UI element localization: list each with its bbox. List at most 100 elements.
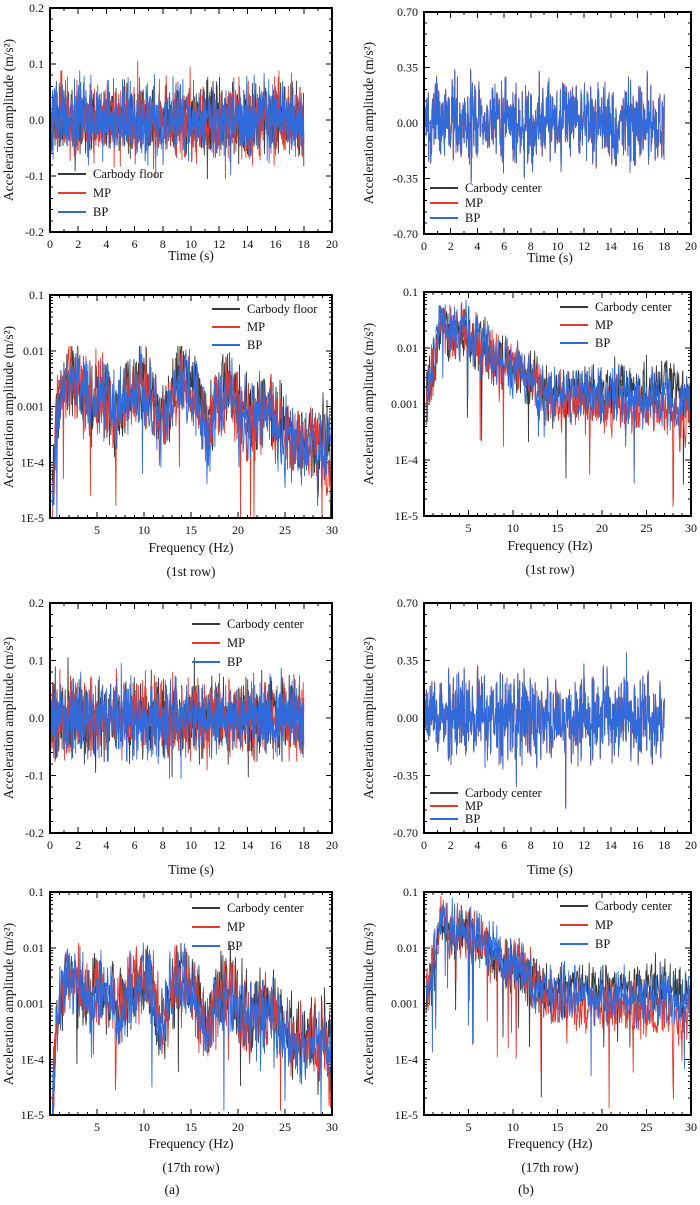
- plot-frame: [49, 891, 333, 1116]
- svg-text:6: 6: [132, 838, 138, 852]
- legend: Carbody floor MP BP: [58, 164, 163, 221]
- legend-line-swatch: [560, 306, 588, 308]
- legend-item: Carbody center: [192, 898, 304, 917]
- svg-text:10: 10: [552, 239, 564, 253]
- svg-text:5: 5: [94, 523, 100, 537]
- tick-labels: 0 2 4 6 8 10 12 14 16 18 20 0.2 0.1 0.0 -0.1 -0.2: [25, 596, 338, 852]
- x-axis-label: Time (s): [527, 862, 573, 877]
- legend-label: BP: [227, 938, 243, 953]
- subplot-caption: (17th row): [521, 1160, 579, 1175]
- legend-label: MP: [595, 917, 614, 932]
- plot-frame: [49, 602, 333, 834]
- svg-text:0.2: 0.2: [29, 1, 44, 15]
- x-axis-label: Frequency (Hz): [507, 538, 593, 553]
- svg-text:30: 30: [685, 521, 697, 535]
- plot-canvas: 0 2 4 6 8 10 12 14 16 18 20 0.70 0.35 0.00 -0.35 -0.70: [393, 596, 697, 852]
- svg-text:10: 10: [138, 523, 150, 537]
- tick-labels: 5 10 15 20 25 30 0.1 0.01 0.001 1E-4 1E-5: [391, 885, 697, 1134]
- series-lines: [51, 345, 332, 518]
- svg-text:1E-5: 1E-5: [395, 509, 418, 523]
- svg-text:2: 2: [75, 838, 81, 852]
- legend-item: BP: [212, 336, 317, 354]
- series-lines: [51, 942, 332, 1115]
- legend-item: Carbody center: [430, 786, 542, 800]
- legend: Carbody center MP BP: [192, 898, 304, 955]
- svg-text:1E-4: 1E-4: [21, 1052, 44, 1066]
- chart-time-17th-row-left: Acceleration amplitude (m/s²) 0 2 4 6 8 10 12 1…: [0, 590, 350, 884]
- x-axis-label: Frequency (Hz): [148, 1136, 234, 1151]
- subplot-caption: (1st row): [525, 562, 575, 577]
- plot-frame: [423, 891, 692, 1116]
- tick-labels: 5 10 15 20 25 30 0.1 0.01 0.001 1E-4 1E-5: [17, 288, 338, 537]
- svg-text:25: 25: [641, 1120, 653, 1134]
- legend: Carbody center MP BP: [192, 614, 304, 671]
- svg-text:0: 0: [47, 237, 53, 251]
- legend-label: MP: [93, 185, 112, 200]
- svg-text:-0.2: -0.2: [25, 826, 44, 840]
- x-axis-label: Time (s): [168, 862, 214, 877]
- legend-line-swatch: [58, 191, 86, 194]
- svg-text:15: 15: [185, 1120, 197, 1134]
- legend-item: MP: [430, 799, 542, 813]
- legend-line-swatch: [430, 216, 458, 219]
- legend-item: BP: [58, 202, 163, 221]
- svg-text:10: 10: [185, 838, 197, 852]
- tick-labels: 0 2 4 6 8 10 12 14 16 18 20 0.70 0.35 0.00 -0.35 -0.70: [393, 596, 697, 852]
- legend-label: BP: [465, 210, 481, 225]
- tick-labels: 5 10 15 20 25 30 0.1 0.01 0.001 1E-4 1E-5: [17, 885, 338, 1134]
- svg-text:-0.2: -0.2: [25, 225, 44, 239]
- legend-item: MP: [212, 318, 317, 336]
- svg-text:30: 30: [326, 1120, 338, 1134]
- legend-label: BP: [595, 936, 611, 951]
- legend-line-swatch: [192, 641, 220, 644]
- series-lines: [424, 68, 665, 184]
- svg-text:15: 15: [552, 521, 564, 535]
- legend-line-swatch: [212, 326, 240, 328]
- series-lines: [424, 652, 665, 809]
- subplot-caption: (17th row): [162, 1160, 220, 1175]
- svg-text:-0.1: -0.1: [25, 769, 44, 783]
- series-lines: [425, 895, 691, 1109]
- legend-item: BP: [430, 210, 542, 225]
- svg-text:0.01: 0.01: [23, 344, 44, 358]
- svg-text:10: 10: [185, 237, 197, 251]
- svg-text:30: 30: [685, 1120, 697, 1134]
- svg-text:14: 14: [241, 237, 253, 251]
- svg-text:0.1: 0.1: [29, 288, 44, 302]
- svg-text:0: 0: [421, 838, 427, 852]
- svg-text:1E-4: 1E-4: [395, 453, 418, 467]
- legend-label: Carbody center: [227, 900, 304, 915]
- legend-label: Carbody floor: [93, 166, 164, 181]
- legend-label: Carbody floor: [247, 302, 318, 316]
- svg-text:2: 2: [448, 838, 454, 852]
- legend-item: MP: [192, 917, 304, 936]
- chart-time-1st-row-right: Acceleration amplitude (m/s²) 0 2 4 6 8 10 12 1…: [350, 0, 700, 276]
- svg-text:5: 5: [94, 1120, 100, 1134]
- svg-text:14: 14: [605, 239, 617, 253]
- plot-canvas: 5 10 15 20 25 30 0.1 0.01 0.001 1E-4 1E-5: [17, 885, 338, 1134]
- svg-text:0.1: 0.1: [403, 285, 418, 299]
- svg-text:20: 20: [326, 838, 338, 852]
- plot-frame: [49, 294, 333, 519]
- svg-text:0.70: 0.70: [397, 5, 418, 19]
- legend-item: BP: [430, 812, 542, 826]
- svg-text:0.01: 0.01: [23, 941, 44, 955]
- x-axis-label: Frequency (Hz): [507, 1136, 593, 1151]
- chart-spectrum-1st-row-right: Acceleration amplitude (m/s²) 5 10 15 20 25 3…: [350, 276, 700, 590]
- svg-text:4: 4: [474, 239, 480, 253]
- svg-text:1E-5: 1E-5: [395, 1108, 418, 1122]
- svg-text:0.1: 0.1: [29, 654, 44, 668]
- legend-item: BP: [560, 934, 672, 953]
- plot-canvas: 0 2 4 6 8 10 12 14 16 18 20 0.2 0.1 0.0 -0.1 -0.2: [25, 1, 338, 251]
- svg-text:8: 8: [160, 838, 166, 852]
- legend-label: Carbody center: [465, 180, 542, 195]
- svg-text:6: 6: [501, 838, 507, 852]
- svg-text:12: 12: [578, 838, 590, 852]
- svg-text:4: 4: [103, 237, 109, 251]
- legend-line-swatch: [192, 622, 220, 625]
- legend-item: Carbody center: [560, 896, 672, 915]
- svg-text:1E-5: 1E-5: [21, 511, 44, 525]
- svg-text:8: 8: [160, 237, 166, 251]
- svg-text:0.1: 0.1: [29, 885, 44, 899]
